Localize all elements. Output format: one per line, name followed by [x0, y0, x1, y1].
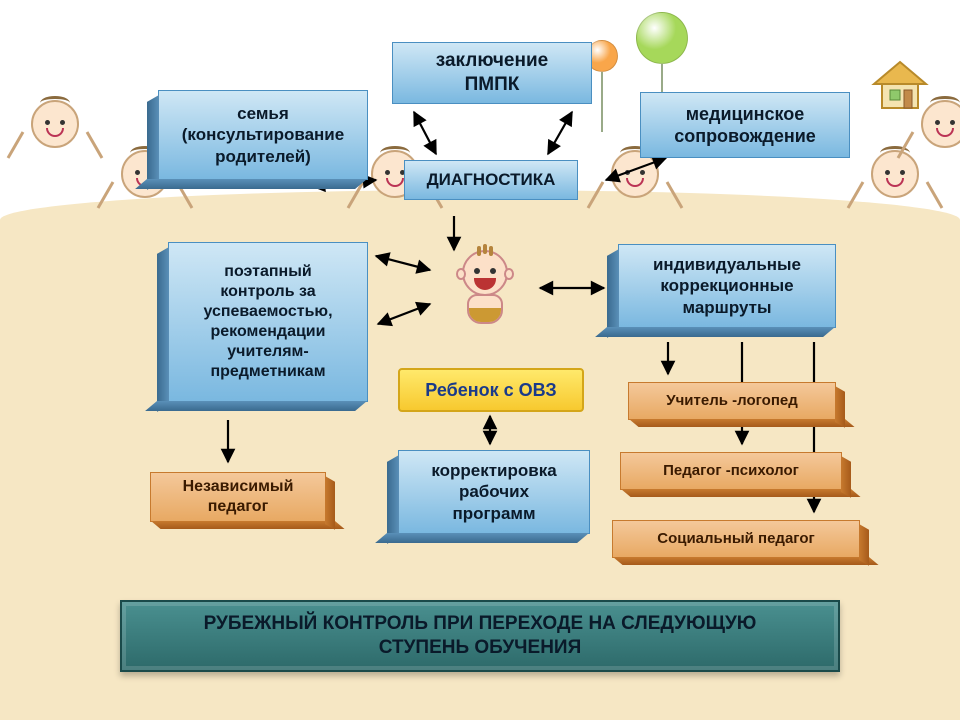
node-social: Социальный педагог	[612, 520, 860, 558]
balloon	[636, 12, 688, 64]
decor-kid	[860, 150, 930, 198]
node-footer: РУБЕЖНЫЙ КОНТРОЛЬ ПРИ ПЕРЕХОДЕ НА СЛЕДУЮ…	[120, 600, 840, 672]
node-psycholog: Педагог -психолог	[620, 452, 842, 490]
node-control: поэтапный контроль за успеваемостью, рек…	[168, 242, 368, 402]
node-routes: индивидуальные коррекционные маршруты	[618, 244, 836, 328]
node-center: Ребенок с ОВЗ	[398, 368, 584, 412]
node-diagnostics: ДИАГНОСТИКА	[404, 160, 578, 200]
node-medical: медицинское сопровождение	[640, 92, 850, 158]
center-child-icon	[450, 250, 520, 324]
node-family: семья (консультирование родителей)	[158, 90, 368, 180]
house-icon	[870, 60, 930, 110]
node-logoped: Учитель -логопед	[628, 382, 836, 420]
node-indep: Независимый педагог	[150, 472, 326, 522]
node-pmpk: заключение ПМПК	[392, 42, 592, 104]
node-adjust: корректировка рабочих программ	[398, 450, 590, 534]
decor-kid	[20, 100, 90, 148]
